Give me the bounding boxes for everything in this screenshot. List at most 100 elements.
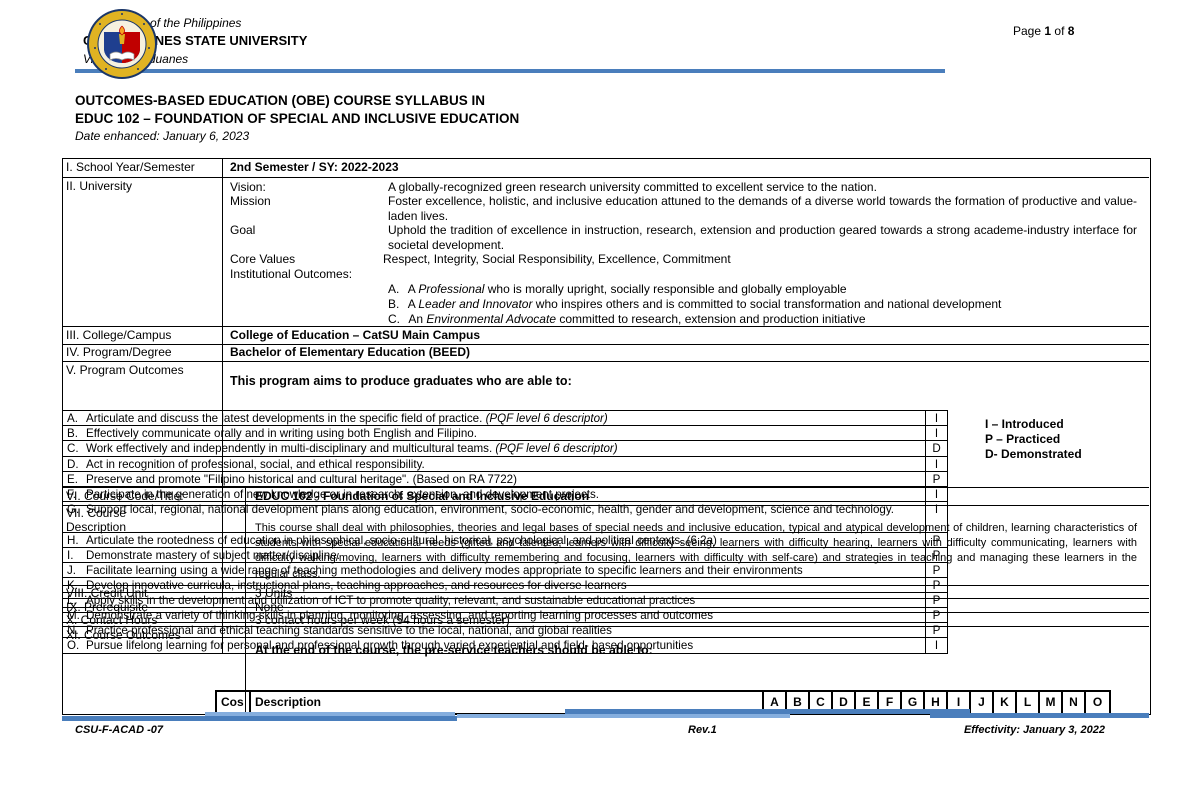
institutional-outcomes-label: Institutional Outcomes:: [230, 267, 353, 281]
row-divider: [62, 344, 1149, 345]
table-row: F. Participate in the generation of new k…: [63, 487, 947, 502]
level-cell: P: [925, 563, 947, 577]
level-cell: P: [925, 608, 947, 622]
college-value: College of Education – CatSU Main Campus: [230, 328, 481, 342]
table-row: G. Support local, regional, national deve…: [63, 502, 947, 533]
footer-rule-segment: [457, 714, 790, 718]
contact-hours-value: 3 contact hours per week (54 hours a sem…: [255, 613, 510, 627]
goal-text: Uphold the tradition of excellence in in…: [388, 223, 1137, 252]
school-year-value: 2nd Semester / SY: 2022-2023: [230, 160, 399, 174]
page-word: Page: [1013, 24, 1042, 38]
item-letter: B.: [388, 297, 400, 311]
university-seal: [86, 8, 158, 83]
doc-title-line1: OUTCOMES-BASED EDUCATION (OBE) COURSE SY…: [75, 93, 486, 108]
institutional-outcome-item: B. A Leader and Innovator who inspires o…: [388, 297, 1001, 311]
header-rule: [75, 69, 945, 73]
table-row: D. Act in recognition of professional, so…: [63, 457, 947, 472]
level-cell: P: [925, 472, 947, 486]
mission-label: Mission: [230, 194, 271, 208]
legend-introduced: I – Introduced: [985, 417, 1064, 431]
table-row: C. Work effectively and independently in …: [63, 441, 947, 457]
matrix-letter-cell: F: [879, 692, 902, 713]
vision-text: A globally-recognized green research uni…: [388, 180, 877, 194]
table-row: A. Articulate and discuss the latest deve…: [63, 411, 947, 426]
level-cell: I: [925, 487, 947, 501]
legend-practiced: P – Practiced: [985, 432, 1061, 446]
institutional-outcome-item: C. An Environmental Advocate committed t…: [388, 312, 866, 326]
table-row: N. Practice professional and ethical teac…: [63, 623, 947, 638]
level-cell: P: [925, 593, 947, 607]
matrix-letter-cell: N: [1063, 692, 1086, 713]
matrix-letter-cell: I: [948, 692, 971, 713]
item-letter: C.: [388, 312, 400, 326]
row-label-contact-hours: X. Contact Hours: [66, 613, 158, 627]
row-label-credit-unit: VIII. Credit Unit: [66, 586, 148, 600]
matrix-letter-cell: M: [1040, 692, 1063, 713]
program-outcomes-intro: This program aims to produce graduates w…: [230, 374, 572, 388]
matrix-letter-cell: J: [971, 692, 994, 713]
overlay-row-divider: [62, 487, 1149, 488]
item-text: A Leader and Innovator who inspires othe…: [407, 297, 1002, 311]
page-indicator: Page 1 of 8: [1013, 24, 1074, 38]
row-label-school-year: I. School Year/Semester: [66, 160, 195, 174]
credit-unit-value: 3 Units: [255, 586, 293, 600]
prerequisite-value: None: [255, 600, 284, 614]
level-cell: P: [925, 548, 947, 562]
overlay-column-divider: [245, 487, 246, 713]
institutional-outcome-item: A. A Professional who is morally upright…: [388, 282, 847, 296]
row-divider: [62, 326, 1149, 327]
matrix-letter-cell: D: [833, 692, 856, 713]
label-column-divider: [222, 158, 223, 653]
course-description-text: This course shall deal with philosophies…: [255, 522, 1137, 580]
core-values-label: Core Values: [230, 252, 296, 266]
table-row: E. Preserve and promote "Filipino histori…: [63, 472, 947, 487]
matrix-letter-cell: H: [925, 692, 948, 713]
table-row: J. Facilitate learning using a wide range…: [63, 563, 947, 578]
doc-date-enhanced: Date enhanced: January 6, 2023: [75, 129, 250, 143]
vision-label: Vision:: [230, 180, 266, 194]
level-cell: I: [925, 502, 947, 532]
mission-text: Foster excellence, holistic, and inclusi…: [388, 194, 1137, 223]
row-label-prerequisite: IX. Prerequisite: [66, 600, 149, 614]
core-values-text: Respect, Integrity, Social Responsibilit…: [383, 252, 731, 266]
legend-demonstrated: D- Demonstrated: [985, 447, 1082, 461]
overlay-row-divider: [62, 585, 1149, 586]
item-text: An Environmental Advocate committed to r…: [408, 312, 866, 326]
row-label-course-description: VII. Course Description: [66, 506, 127, 534]
row-label-course-outcomes: XI. Course Outcomes: [66, 628, 181, 642]
row-divider: [62, 361, 1149, 362]
cos-header-cell: Cos: [217, 692, 251, 713]
footer-rule-segment: [930, 713, 1149, 718]
row-divider: [62, 177, 1149, 178]
footer-rule-segment: [565, 709, 970, 714]
matrix-letter-cell: G: [902, 692, 925, 713]
matrix-letter-cell: B: [787, 692, 810, 713]
row-label-college: III. College/Campus: [66, 328, 172, 342]
item-text: A Professional who is morally upright, s…: [407, 282, 847, 296]
goal-label: Goal: [230, 223, 256, 237]
matrix-letter-cell: A: [764, 692, 787, 713]
table-row: O. Pursue lifelong learning for personal …: [63, 638, 947, 654]
course-outcomes-intro: At the end of the course, the pre-servic…: [255, 643, 653, 657]
overlay-row-divider: [62, 626, 1149, 627]
level-cell: I: [925, 426, 947, 440]
level-cell: D: [925, 441, 947, 456]
row-label-program-outcomes: V. Program Outcomes: [66, 363, 184, 377]
description-header-cell: Description: [251, 692, 764, 713]
overlay-row-divider: [62, 505, 1149, 506]
doc-title-line2: EDUC 102 – FOUNDATION OF SPECIAL AND INC…: [75, 111, 520, 126]
table-row: H. Articulate the rootedness of education…: [63, 533, 947, 548]
footer-rule-segment: [205, 712, 455, 716]
table-row: L. Apply skills in the development and ut…: [63, 593, 947, 608]
row-label-university: II. University: [66, 179, 133, 193]
row-label-program: IV. Program/Degree: [66, 345, 172, 359]
level-cell: P: [925, 623, 947, 637]
matrix-letter-cell: E: [856, 692, 879, 713]
level-cell: I: [925, 638, 947, 653]
row-label-course-code: VI. Course Code/Title:: [66, 489, 184, 503]
overlay-row-divider: [62, 612, 1149, 613]
course-code-value: EDUC 102 - Foundation of Special and Inc…: [255, 489, 590, 503]
program-value: Bachelor of Elementary Education (BEED): [230, 345, 471, 359]
level-cell: I: [925, 411, 947, 425]
page-total: 8: [1067, 24, 1075, 38]
